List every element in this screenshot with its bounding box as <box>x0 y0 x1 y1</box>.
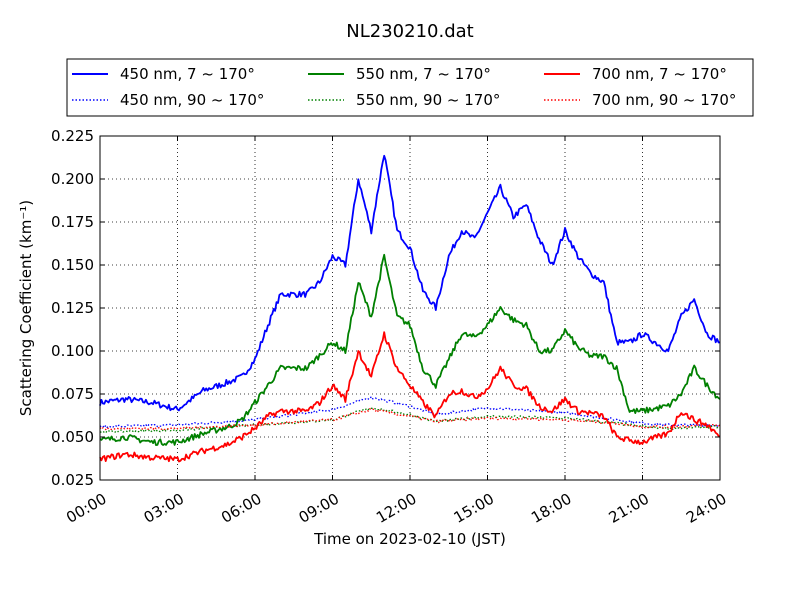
y-tick-label: 0.200 <box>51 170 94 188</box>
y-tick-label: 0.175 <box>51 213 94 231</box>
x-axis-label: Time on 2023-02-10 (JST) <box>313 530 506 548</box>
y-tick-label: 0.125 <box>51 299 94 317</box>
y-tick-label: 0.150 <box>51 256 94 274</box>
chart-title: NL230210.dat <box>346 21 473 42</box>
y-axis-label: Scattering Coefficient (km⁻¹) <box>17 200 35 416</box>
series-line <box>99 154 721 412</box>
x-tick-label: 21:00 <box>606 490 652 527</box>
x-tick-label: 12:00 <box>373 490 419 527</box>
x-tick-label: 18:00 <box>528 490 574 527</box>
plot-lines <box>99 154 721 463</box>
legend-label: 450 nm, 7 ~ 170° <box>120 65 255 83</box>
x-tick-label: 24:00 <box>683 490 729 527</box>
series-line <box>99 407 721 434</box>
legend-label: 450 nm, 90 ~ 170° <box>120 91 264 109</box>
grid <box>100 136 720 480</box>
legend-box <box>66 58 754 117</box>
x-tick-label: 00:00 <box>63 490 109 527</box>
x-tick-label: 09:00 <box>296 490 342 527</box>
series-line <box>99 253 721 446</box>
series-line <box>99 395 721 429</box>
legend-label: 550 nm, 7 ~ 170° <box>356 65 491 83</box>
series-line <box>99 331 721 463</box>
x-tick-label: 15:00 <box>451 490 497 527</box>
y-tick-label: 0.025 <box>51 471 94 489</box>
legend-label: 700 nm, 7 ~ 170° <box>592 65 727 83</box>
legend-label: 700 nm, 90 ~ 170° <box>592 91 736 109</box>
legend-label: 550 nm, 90 ~ 170° <box>356 91 500 109</box>
y-tick-label: 0.050 <box>51 428 94 446</box>
series-line <box>99 408 721 431</box>
y-tick-label: 0.075 <box>51 385 94 403</box>
x-tick-label: 03:00 <box>141 490 187 527</box>
legend: 450 nm, 7 ~ 170° 550 nm, 7 ~ 170° 700 nm, … <box>66 58 754 117</box>
y-tick-label: 0.225 <box>51 127 94 145</box>
y-tick-label: 0.100 <box>51 342 94 360</box>
x-tick-label: 06:00 <box>218 490 264 527</box>
